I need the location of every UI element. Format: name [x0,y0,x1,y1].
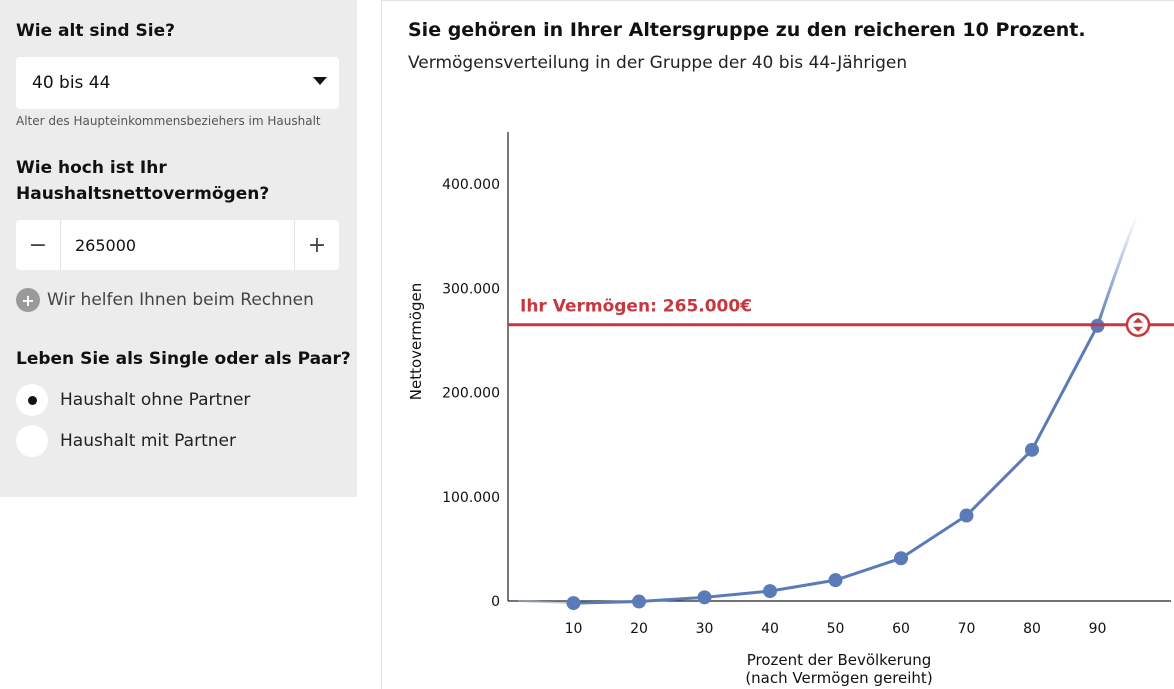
wealth-question: Wie hoch ist Ihr Haushaltsnettovermögen? [16,155,269,207]
data-point [959,508,974,523]
x-axis-subtitle: (nach Vermögen gereiht) [745,669,932,687]
age-hint: Alter des Haupteinkommensbeziehers im Ha… [16,114,321,128]
y-tick-label: 0 [491,594,500,610]
data-point [763,584,777,599]
result-headline: Sie gehören in Ihrer Altersgruppe zu den… [408,19,1086,41]
x-tick-label: 20 [630,621,648,637]
reference-label: Ihr Vermögen: 265.000€ [520,297,752,317]
series-line [573,325,1099,605]
reference-drag-handle[interactable] [1125,312,1151,337]
x-tick-label: 80 [1023,621,1041,637]
x-axis-title: Prozent der Bevölkerung [747,651,932,669]
series-line-tail [1096,214,1139,327]
result-card [381,0,1174,689]
radio-button[interactable] [16,384,48,416]
caret-up-icon [1133,317,1143,323]
y-axis-title: Nettovermögen [407,283,425,400]
x-tick-label: 70 [958,621,976,637]
age-question: Wie alt sind Sie? [16,21,175,41]
data-point [828,573,843,588]
radio-label: Haushalt ohne Partner [60,390,251,410]
age-select-value: 40 bis 44 [32,73,111,93]
caret-down-icon [1133,326,1143,332]
helper-label: Wir helfen Ihnen beim Rechnen [47,290,314,310]
result-subline: Vermögensverteilung in der Gruppe der 40… [408,53,908,73]
plus-circle-icon: + [16,288,40,312]
x-tick-label: 50 [827,621,845,637]
x-tick-label: 60 [892,621,910,637]
radio-couple[interactable]: Haushalt mit Partner [16,425,236,457]
decrement-button[interactable]: − [16,220,61,270]
data-point [894,551,908,566]
data-point [697,590,712,605]
radio-button[interactable] [16,425,48,457]
y-tick-label: 200.000 [442,386,500,402]
wealth-question-line1: Wie hoch ist Ihr [16,158,167,178]
x-tick-label: 90 [1089,621,1107,637]
y-tick-label: 300.000 [442,281,500,297]
wealth-distribution-chart: Ihr Vermögen: 265.000€ 0 100.000 200.000 30… [407,132,1174,687]
increment-button[interactable]: + [294,220,339,270]
wealth-stepper: − 265000 + [16,220,339,270]
x-tick-label: 10 [565,621,583,637]
household-question: Leben Sie als Single oder als Paar? [16,349,351,369]
data-point [566,596,581,611]
wealth-input[interactable]: 265000 [75,235,137,255]
handle-circle [1125,312,1151,337]
y-tick-label: 100.000 [442,490,500,506]
chevron-down-icon [313,77,327,85]
data-point [1025,442,1039,457]
radio-single[interactable]: Haushalt ohne Partner [16,384,250,416]
x-tick-label: 30 [696,621,714,637]
wealth-question-line2: Haushaltsnettovermögen? [16,184,270,204]
radio-label: Haushalt mit Partner [60,431,236,451]
age-select[interactable]: 40 bis 44 [16,57,339,109]
x-tick-label: 40 [761,621,779,637]
y-tick-label: 400.000 [442,177,500,193]
radio-selected-dot [27,395,37,405]
calculation-helper-link[interactable]: + Wir helfen Ihnen beim Rechnen [16,288,314,312]
series-line-start [517,600,574,605]
data-point [632,594,646,609]
